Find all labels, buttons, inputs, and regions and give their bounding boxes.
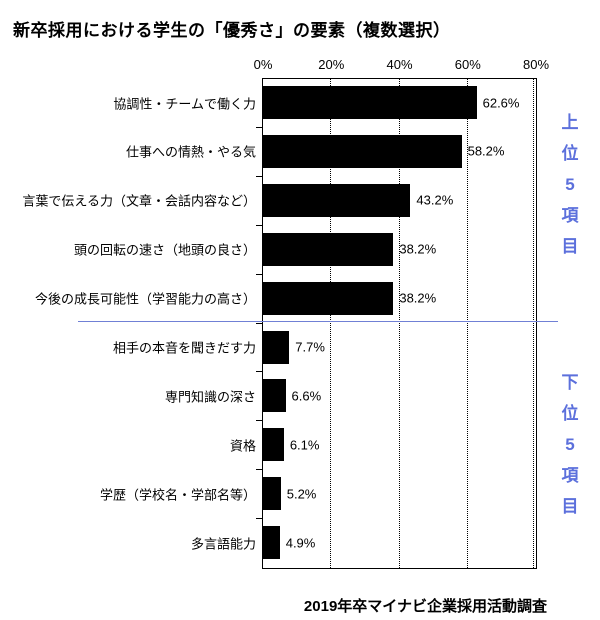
- gridline: [533, 79, 534, 568]
- y-axis-tick: [256, 176, 262, 177]
- category-label: 学歴（学校名・学部名等）: [99, 487, 256, 503]
- category-label: 言葉で伝える力（文章・会話内容など）: [22, 193, 256, 209]
- bar-value-label: 43.2%: [416, 192, 454, 208]
- group-label-char: 目: [561, 237, 579, 256]
- y-axis-tick: [256, 274, 262, 275]
- bar: [263, 379, 286, 413]
- x-axis-tick-label: 0%: [253, 57, 273, 72]
- category-label: 多言語能力: [190, 536, 256, 552]
- y-axis-tick: [256, 225, 262, 226]
- group-divider-line: [78, 321, 558, 322]
- bar-value-label: 62.6%: [482, 95, 520, 110]
- category-label: 相手の本音を聞きだす力: [112, 340, 256, 356]
- group-label-char: 項: [561, 206, 579, 225]
- bar-value-label: 7.7%: [295, 339, 325, 355]
- group-label-char: 目: [561, 497, 579, 516]
- bar: [263, 330, 290, 364]
- group-label-char: 5: [565, 435, 575, 454]
- x-axis-tick-label: 20%: [318, 57, 345, 72]
- bar: [263, 232, 394, 266]
- group-label-char: 位: [561, 144, 579, 163]
- category-label: 頭の回転の速さ（地頭の良さ）: [73, 242, 256, 258]
- bar-value-label: 5.2%: [286, 486, 317, 502]
- bar-value-label: 4.9%: [285, 535, 316, 551]
- bar: [263, 428, 284, 462]
- bar-value-label: 6.1%: [289, 437, 320, 453]
- bar: [263, 526, 280, 560]
- group-label-bottom: 下位 5 項目: [558, 367, 582, 522]
- bar: [263, 477, 281, 511]
- bar-value-label: 6.6%: [291, 388, 322, 404]
- bar-value-label: 38.2%: [399, 241, 437, 257]
- x-axis-tick-label: 80%: [522, 57, 550, 72]
- group-label-char: 位: [561, 404, 579, 423]
- bar: [263, 183, 411, 217]
- group-label-char: 下: [561, 373, 579, 392]
- bar: [263, 134, 462, 168]
- source-caption: 2019年卒マイナビ企業採用活動調査: [303, 598, 547, 615]
- group-label-top: 上位 5 項目: [558, 107, 582, 262]
- bar-value-label: 38.2%: [399, 290, 437, 306]
- bar: [263, 281, 394, 315]
- gridline: [466, 79, 468, 568]
- group-label-char: 5: [565, 175, 575, 194]
- y-axis-tick: [256, 371, 262, 372]
- y-axis-tick: [256, 469, 262, 470]
- y-axis-tick: [256, 420, 262, 421]
- gridline: [398, 79, 400, 568]
- x-axis-tick-label: 40%: [386, 57, 413, 72]
- bar: [263, 86, 477, 119]
- gridline: [330, 79, 332, 568]
- group-label-char: 上: [561, 113, 579, 132]
- category-label: 専門知識の深さ: [164, 389, 256, 405]
- category-label: 今後の成長可能性（学習能力の高さ）: [34, 291, 256, 307]
- chart-title: 新卒採用における学生の「優秀さ」の要素（複数選択）: [13, 21, 451, 40]
- category-label: 資格: [229, 438, 256, 454]
- group-label-char: 項: [561, 466, 579, 485]
- category-label: 協調性・チームで働く力: [113, 96, 256, 111]
- category-label: 仕事への情熱・やる気: [125, 144, 256, 160]
- y-axis-tick: [256, 323, 262, 324]
- y-axis-tick: [256, 518, 262, 519]
- y-axis-tick: [256, 127, 262, 128]
- x-axis-tick-label: 60%: [454, 57, 481, 72]
- bar-value-label: 58.2%: [467, 143, 505, 159]
